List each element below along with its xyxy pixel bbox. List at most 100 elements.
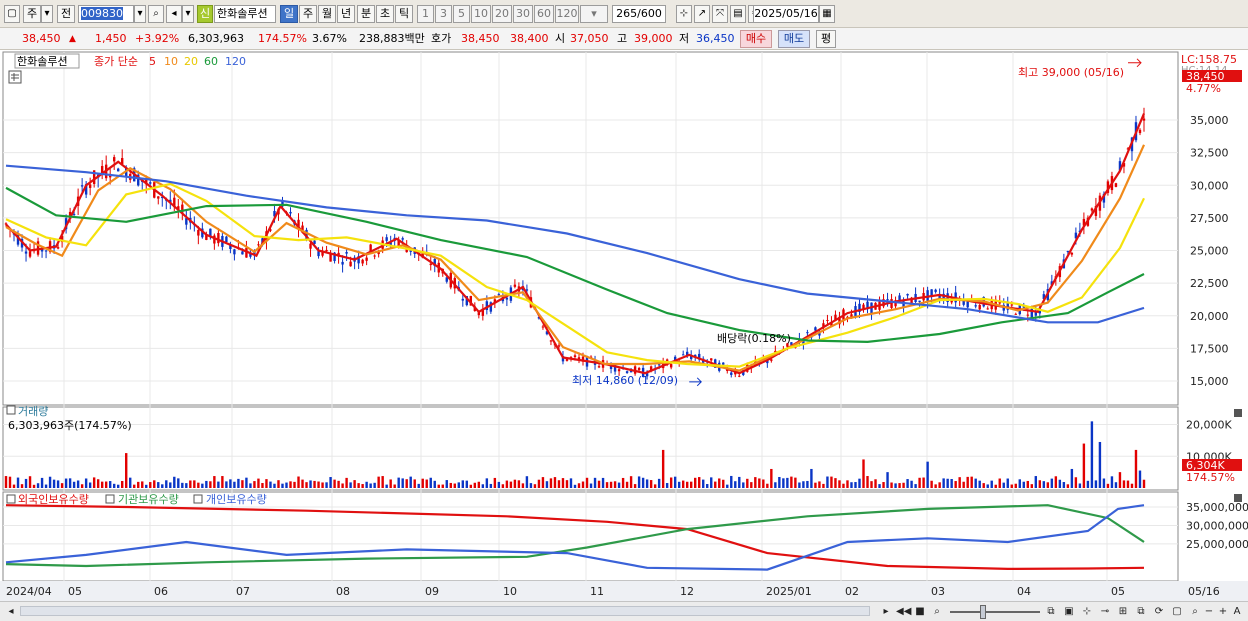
tile-icon[interactable]: ⊞: [1118, 606, 1128, 617]
volume-bar: [970, 476, 973, 488]
zoom-in-icon[interactable]: +: [1218, 606, 1228, 617]
window-icon[interactable]: ▢: [4, 5, 20, 23]
interval-120[interactable]: 120: [555, 5, 579, 23]
ma120-line: [5, 164, 1145, 324]
volume-bar: [1110, 476, 1114, 488]
date-field[interactable]: 2025/05/16: [753, 5, 819, 23]
interval-custom[interactable]: ▾: [580, 5, 608, 23]
save-icon[interactable]: ▤: [730, 5, 746, 23]
code-input[interactable]: 009830: [78, 5, 134, 23]
buy-button[interactable]: 매수: [740, 30, 772, 48]
search-icon[interactable]: ⌕: [934, 606, 940, 617]
table-icon[interactable]: [8, 70, 22, 84]
interval-30[interactable]: 30: [513, 5, 533, 23]
crosshair-icon[interactable]: ⊹: [676, 5, 692, 23]
volume-bar: [726, 484, 729, 488]
volume-bar: [770, 468, 773, 488]
speaker-icon[interactable]: ◂: [166, 5, 182, 23]
volume-bar: [998, 478, 1001, 488]
candle-body: [1038, 308, 1042, 314]
volume-bar: [649, 480, 653, 488]
volume-bar: [185, 483, 188, 488]
period-day[interactable]: 일: [280, 5, 298, 23]
crosshair-icon[interactable]: ⊹: [1082, 606, 1092, 617]
sell-button[interactable]: 매도: [778, 30, 810, 48]
interval-60[interactable]: 60: [534, 5, 554, 23]
volume-bar: [357, 483, 360, 488]
stock-name-field[interactable]: 한화솔루션: [214, 5, 276, 23]
volume-bar: [313, 480, 316, 488]
volume-bar: [1122, 480, 1126, 488]
interval-10[interactable]: 10: [471, 5, 491, 23]
scroll-right-icon[interactable]: ▸: [883, 606, 889, 617]
count-field[interactable]: 265/600: [612, 5, 666, 23]
period-year[interactable]: 년: [337, 5, 355, 23]
text-size-icon[interactable]: A: [1233, 606, 1241, 617]
stop-icon[interactable]: ■: [915, 606, 925, 617]
volume-bar: [842, 483, 845, 488]
volume-bar: [798, 482, 801, 488]
chevron-down-icon[interactable]: ▾: [41, 5, 53, 23]
volume-bar: [381, 476, 384, 488]
pin-icon[interactable]: ⊸: [1100, 606, 1110, 617]
scroll-left-icon[interactable]: ◂: [8, 606, 14, 617]
window-icon[interactable]: ▣: [1064, 606, 1074, 617]
zoom-slider[interactable]: [950, 611, 1040, 613]
candle-body: [1066, 251, 1070, 253]
period-second[interactable]: 초: [376, 5, 394, 23]
volume-bar: [734, 481, 737, 488]
candle-body: [28, 251, 32, 257]
period-minute[interactable]: 분: [357, 5, 375, 23]
eval-button[interactable]: 평: [816, 30, 836, 48]
prev-button[interactable]: 전: [57, 5, 75, 23]
open-price: 37,050: [570, 32, 609, 45]
candle-body: [1082, 218, 1086, 226]
draw-tool-icon[interactable]: ↗: [694, 5, 710, 23]
holding-panel-icon[interactable]: [6, 494, 16, 504]
bottom-scrollbar[interactable]: ◂ ▸ ◀◀ ■ ⌕ ⧉ ▣ ⊹ ⊸ ⊞ ⧉ ⟳ ▢ ⌕ − + A: [0, 601, 1248, 621]
date-tick-label: 10: [503, 585, 517, 598]
volume-bar: [481, 484, 485, 488]
code-dropdown-icon[interactable]: ▾: [134, 5, 146, 23]
market-select[interactable]: 주: [23, 5, 41, 23]
search-icon[interactable]: ⌕: [148, 5, 164, 23]
period-month[interactable]: 월: [318, 5, 336, 23]
interval-20[interactable]: 20: [492, 5, 512, 23]
volume-panel-icon[interactable]: [6, 405, 16, 415]
volume-bar: [305, 482, 308, 488]
volume-bar: [1050, 478, 1054, 488]
rewind-icon[interactable]: ◀◀: [896, 606, 912, 617]
volume-panel-close-icon[interactable]: [1234, 409, 1242, 417]
toolbar: ▢ 주 ▾ 전 009830 ▾ ⌕ ◂ ▾ 신 한화솔루션 일 주 월 년 분…: [0, 0, 1248, 28]
interval-3[interactable]: 3: [435, 5, 452, 23]
refresh-icon[interactable]: ⟳: [1154, 606, 1164, 617]
magnify-icon[interactable]: ⌕: [1192, 606, 1198, 617]
period-week[interactable]: 주: [299, 5, 317, 23]
scroll-track[interactable]: [20, 606, 870, 616]
candle-body: [1126, 148, 1130, 150]
last-volume-label: 6,304K: [1186, 459, 1225, 472]
volume-bar: [645, 479, 649, 488]
volume-bar: [898, 483, 901, 488]
copy-icon[interactable]: ⧉: [1047, 606, 1055, 617]
volume-bar: [225, 481, 228, 488]
zoom-slider-handle[interactable]: [980, 605, 986, 619]
stock-chart[interactable]: 35,000 32,500 30,000 27,500 25,000 22,500 20,0…: [0, 51, 1248, 601]
frame-icon[interactable]: ▢: [1172, 606, 1182, 617]
speaker-dropdown-icon[interactable]: ▾: [182, 5, 194, 23]
period-tick[interactable]: 틱: [395, 5, 413, 23]
interval-5[interactable]: 5: [453, 5, 470, 23]
volume-bar: [121, 480, 124, 488]
volume-bar: [525, 476, 529, 488]
candle-body: [36, 241, 40, 255]
volume-bar: [673, 476, 677, 488]
zoom-out-icon[interactable]: −: [1204, 606, 1214, 617]
candle-body: [177, 206, 180, 210]
last-volume-box: [1182, 459, 1242, 471]
calendar-icon[interactable]: ▦: [819, 5, 835, 23]
duplicate-icon[interactable]: ⧉: [1137, 606, 1145, 617]
candle-body: [169, 199, 172, 203]
interval-1[interactable]: 1: [417, 5, 434, 23]
zoom-icon[interactable]: ⤧: [712, 5, 728, 23]
holding-panel-close-icon[interactable]: [1234, 494, 1242, 502]
